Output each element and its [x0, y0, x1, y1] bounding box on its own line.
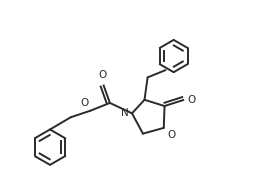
Text: O: O — [167, 130, 175, 140]
Text: O: O — [81, 98, 89, 108]
Text: O: O — [98, 70, 106, 80]
Text: N: N — [121, 108, 129, 118]
Text: O: O — [187, 95, 195, 105]
